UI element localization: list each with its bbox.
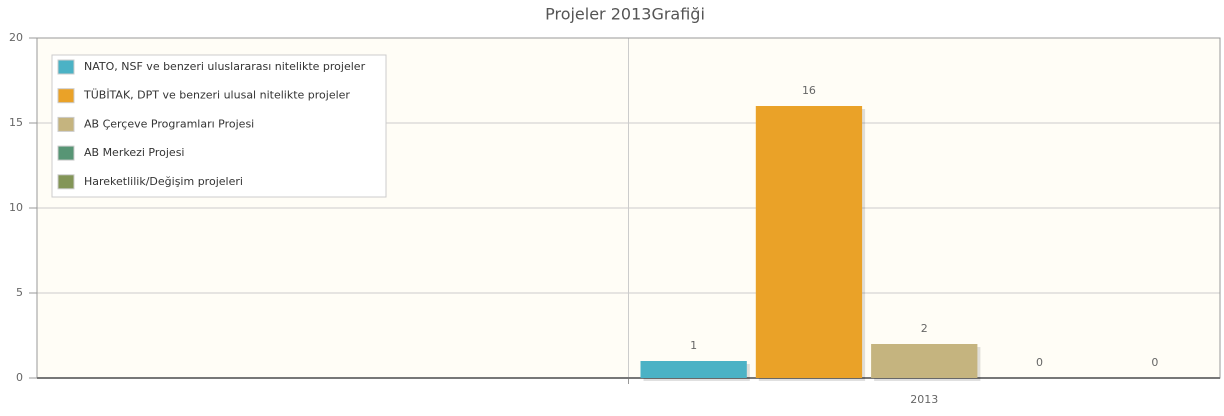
legend-label: AB Merkezi Projesi xyxy=(84,146,184,159)
legend-swatch xyxy=(57,88,75,104)
data-label: 0 xyxy=(1151,356,1158,369)
legend-swatch xyxy=(57,59,75,75)
chart-title: Projeler 2013Grafiği xyxy=(545,5,705,24)
legend-label: NATO, NSF ve benzeri uluslararası niteli… xyxy=(84,60,366,73)
bar xyxy=(755,106,863,378)
legend-label: TÜBİTAK, DPT ve benzeri ulusal nitelikte… xyxy=(83,89,350,102)
legend-label: Hareketlilik/Değişim projeleri xyxy=(84,175,243,188)
legend-swatch xyxy=(57,145,75,161)
y-tick-label: 5 xyxy=(16,286,23,299)
data-label: 0 xyxy=(1036,356,1043,369)
y-tick-label: 10 xyxy=(9,201,23,214)
legend-label: AB Çerçeve Programları Projesi xyxy=(84,117,254,130)
legend-swatch xyxy=(57,174,75,190)
legend-swatch xyxy=(57,116,75,132)
bar xyxy=(640,361,747,378)
legend-box xyxy=(51,54,387,198)
y-tick-label: 20 xyxy=(9,31,23,44)
data-label: 16 xyxy=(802,84,816,97)
y-tick-label: 0 xyxy=(16,371,23,384)
data-label: 1 xyxy=(690,339,697,352)
data-label: 2 xyxy=(921,322,928,335)
bar xyxy=(871,344,978,378)
y-tick-label: 15 xyxy=(9,116,23,129)
x-tick-label: 2013 xyxy=(910,393,938,406)
